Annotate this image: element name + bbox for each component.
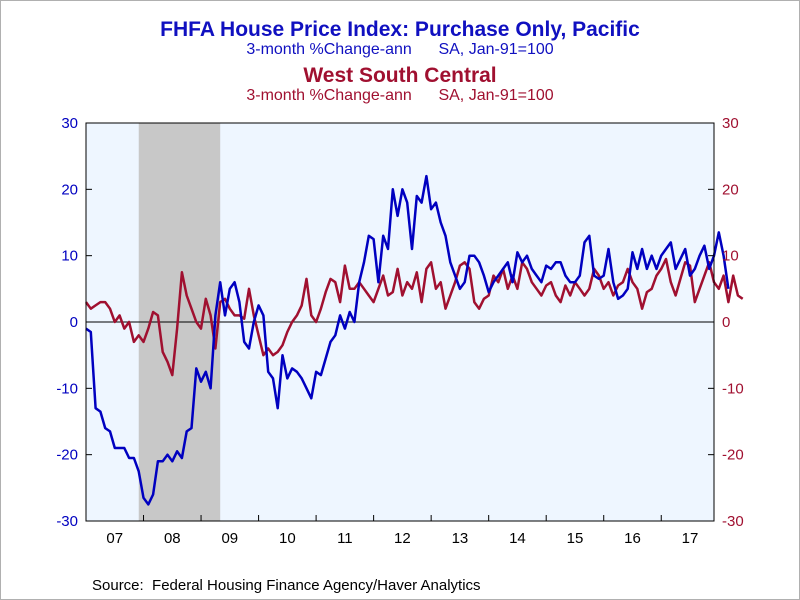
y-tick-label-left: -20 (56, 447, 78, 464)
y-tick-label-left: -10 (56, 380, 78, 397)
y-tick-label-right: 30 (722, 115, 739, 132)
x-tick-label: 07 (106, 530, 123, 547)
x-tick-label: 09 (221, 530, 238, 547)
x-tick-label: 16 (624, 530, 641, 547)
x-tick-label: 12 (394, 530, 411, 547)
y-tick-label-right: -10 (722, 380, 744, 397)
x-tick-label: 11 (337, 530, 353, 547)
x-tick-label: 14 (509, 530, 526, 547)
y-tick-label-left: 10 (61, 248, 78, 265)
y-tick-label-left: 0 (70, 314, 78, 331)
chart-subtitle-2: 3-month %Change-ann SA, Jan-91=100 (246, 87, 554, 104)
y-tick-label-left: 20 (61, 181, 78, 198)
x-tick-label: 10 (279, 530, 296, 547)
y-tick-label-left: -30 (56, 513, 78, 530)
source-note: Source: Federal Housing Finance Agency/H… (92, 577, 481, 594)
y-tick-label-right: -20 (722, 447, 744, 464)
y-tick-label-right: -30 (722, 513, 744, 530)
x-tick-label: 15 (567, 530, 584, 547)
y-tick-label-right: 10 (722, 248, 739, 265)
series-line-west-south-central (84, 257, 744, 377)
y-tick-label-right: 20 (722, 181, 739, 198)
chart-title: FHFA House Price Index: Purchase Only, P… (160, 18, 640, 41)
x-tick-label: 17 (682, 530, 699, 547)
x-tick-label: 08 (164, 530, 181, 547)
y-tick-label-left: 30 (61, 115, 78, 132)
chart-subtitle: 3-month %Change-ann SA, Jan-91=100 (246, 41, 554, 58)
x-tick-label: 13 (452, 530, 469, 547)
chart-title-2: West South Central (303, 64, 497, 87)
y-tick-label-right: 0 (722, 314, 730, 331)
series-line-pacific (85, 174, 730, 506)
